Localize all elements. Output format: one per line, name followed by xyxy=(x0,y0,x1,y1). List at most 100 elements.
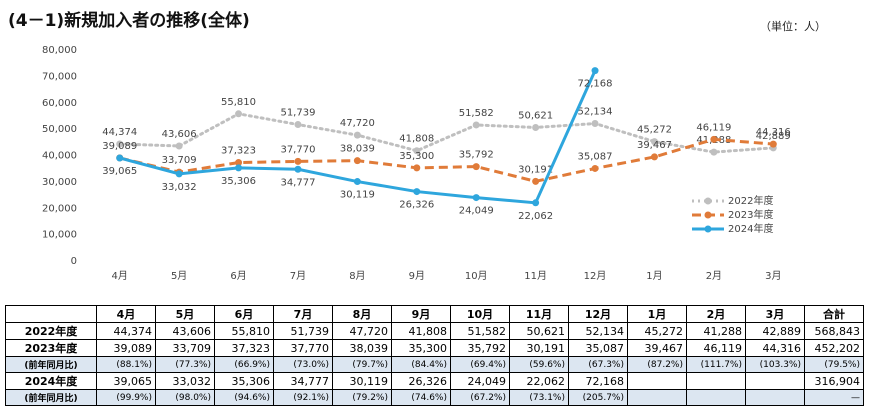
legend-label: 2024年度 xyxy=(728,222,773,235)
cell: 37,770 xyxy=(273,339,333,357)
cell xyxy=(745,372,805,390)
table-row: 2022年度 44,374 43,606 55,810 51,739 47,720 41,8… xyxy=(5,322,864,340)
data-point xyxy=(175,142,183,150)
data-label: 35,306 xyxy=(221,176,256,187)
y-tick-label: 30,000 xyxy=(42,177,77,188)
column-header: 3月 xyxy=(745,305,805,323)
x-tick-label: 11月 xyxy=(524,270,547,282)
data-label: 35,300 xyxy=(399,151,434,162)
column-header: 4月 xyxy=(96,305,156,323)
table-row: (前年同月比) (99.9%) (98.0%) (94.6%) (92.1%) (79.2… xyxy=(5,389,864,406)
data-label: 22,062 xyxy=(518,211,553,222)
cell: 44,316 xyxy=(745,339,805,357)
x-tick-label: 5月 xyxy=(171,270,187,282)
header-row: 4月 5月 6月 7月 8月 9月 10月 11月 12月 1月 2月 3月 合計 xyxy=(5,305,864,323)
data-point xyxy=(353,178,361,186)
y-tick-label: 70,000 xyxy=(42,71,77,82)
data-label: 37,323 xyxy=(221,146,256,157)
cell: (69.4%) xyxy=(450,356,510,373)
y-tick-label: 60,000 xyxy=(42,98,77,109)
chart: 0 10,000 20,000 30,000 40,000 50,000 60,000 70,… xyxy=(42,45,791,282)
cell: 50,621 xyxy=(509,322,569,340)
legend-marker xyxy=(704,225,712,233)
legend-label: 2023年度 xyxy=(728,208,773,221)
cell: 35,087 xyxy=(568,339,628,357)
data-label: 33,709 xyxy=(162,155,197,166)
data-point xyxy=(116,154,124,162)
data-label: 39,089 xyxy=(102,141,137,152)
column-header: 8月 xyxy=(332,305,392,323)
data-label: 35,087 xyxy=(578,151,613,162)
cell: 316,904 xyxy=(804,372,864,390)
cell: (87.2%) xyxy=(627,356,687,373)
cell: 37,323 xyxy=(214,339,274,357)
data-point xyxy=(650,138,658,146)
cell: 30,119 xyxy=(332,372,392,390)
data-label: 51,582 xyxy=(459,108,494,119)
x-tick-label: 2月 xyxy=(706,270,722,282)
legend-label: 2022年度 xyxy=(728,194,773,207)
data-label: 47,720 xyxy=(340,118,375,129)
cell: 568,843 xyxy=(804,322,864,340)
cell: 30,191 xyxy=(509,339,569,357)
y-tick-label: 50,000 xyxy=(42,124,77,135)
data-label: 30,119 xyxy=(340,190,375,201)
cell: 33,032 xyxy=(155,372,215,390)
x-tick-label: 12月 xyxy=(584,270,607,282)
data-label: 52,134 xyxy=(578,106,613,117)
cell: (79.5%) xyxy=(804,356,864,373)
cell xyxy=(627,389,687,406)
data-point xyxy=(413,147,421,155)
cell: 51,582 xyxy=(450,322,510,340)
x-tick-label: 1月 xyxy=(646,270,662,282)
corner-cell xyxy=(5,305,97,323)
cell: 45,272 xyxy=(627,322,687,340)
cell: 44,374 xyxy=(96,322,156,340)
data-label: 46,119 xyxy=(696,122,731,133)
unit: （単位：人） xyxy=(760,20,826,33)
x-tick-label: 7月 xyxy=(290,270,306,282)
cell: 34,777 xyxy=(273,372,333,390)
column-header: 11月 xyxy=(509,305,569,323)
data-label: 37,770 xyxy=(280,144,315,155)
data-label: 30,191 xyxy=(518,164,553,175)
table-row: 2023年度 39,089 33,709 37,323 37,770 38,039 35,3… xyxy=(5,339,864,357)
x-tick-label: 10月 xyxy=(465,270,488,282)
cell: (99.9%) xyxy=(96,389,156,406)
cell: 35,300 xyxy=(391,339,451,357)
cell: (67.3%) xyxy=(568,356,628,373)
cell: 41,288 xyxy=(686,322,746,340)
y-tick-label: 40,000 xyxy=(42,151,77,162)
series-line xyxy=(118,112,775,154)
table-row: 2024年度 39,065 33,032 35,306 34,777 30,119 26,3… xyxy=(5,372,864,390)
data-point xyxy=(235,159,243,167)
cell: (59.6%) xyxy=(509,356,569,373)
cell: (111.7%) xyxy=(686,356,746,373)
cell: 42,889 xyxy=(745,322,805,340)
data-point xyxy=(353,131,361,139)
cell: 52,134 xyxy=(568,322,628,340)
cell: (66.9%) xyxy=(214,356,274,373)
cell xyxy=(627,372,687,390)
column-header: 1月 xyxy=(627,305,687,323)
data-point xyxy=(353,157,361,165)
data-label: 39,467 xyxy=(637,140,672,151)
row-label: 2024年度 xyxy=(5,372,97,390)
data-point xyxy=(472,121,480,129)
legend-marker xyxy=(704,197,712,205)
data-label: 24,049 xyxy=(459,206,494,217)
column-header: 9月 xyxy=(391,305,451,323)
data-point xyxy=(532,199,540,207)
data-point xyxy=(294,121,302,129)
data-label: 55,810 xyxy=(221,97,256,108)
column-header: 12月 xyxy=(568,305,628,323)
data-label: 41,808 xyxy=(399,134,434,145)
cell: 39,065 xyxy=(96,372,156,390)
row-label: 2023年度 xyxy=(5,339,97,357)
data-point xyxy=(472,194,480,202)
data-label: 34,777 xyxy=(280,177,315,188)
data-point xyxy=(175,170,183,178)
y-tick-label: 0 xyxy=(71,256,77,267)
data-label: 44,374 xyxy=(102,127,137,138)
cell: 22,062 xyxy=(509,372,569,390)
